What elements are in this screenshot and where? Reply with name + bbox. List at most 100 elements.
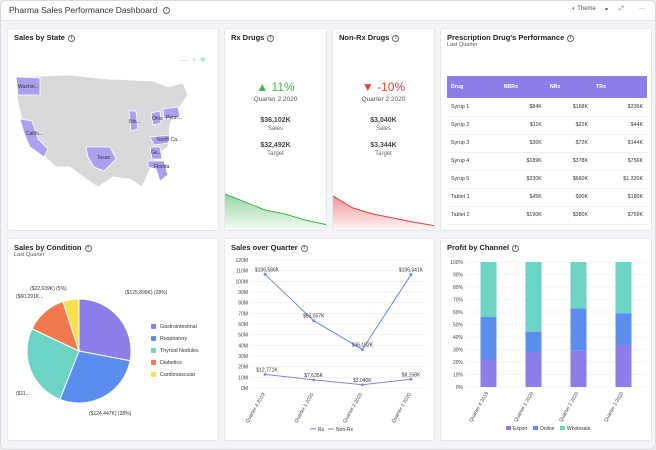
rx-target-label: Target: [267, 151, 284, 157]
column-header[interactable]: NBRx: [499, 76, 546, 98]
us-map[interactable]: [8, 29, 219, 231]
info-icon[interactable]: i: [267, 34, 275, 42]
legend-label[interactable]: Online: [540, 426, 555, 432]
legend-item[interactable]: Gastrointestinal: [151, 324, 197, 330]
value-cell: $189K: [499, 152, 546, 171]
bar-segment-online[interactable]: [615, 313, 632, 345]
legend-item[interactable]: Respiratory: [151, 336, 187, 342]
card-title: Profit by Channel i: [447, 243, 520, 252]
data-point[interactable]: [360, 383, 364, 387]
value-cell: $1,320K: [592, 170, 647, 189]
data-point[interactable]: [263, 272, 267, 276]
bar-segment-wholesale[interactable]: [570, 262, 587, 309]
legend-label: Respiratory: [160, 336, 188, 342]
state-pennsylvania[interactable]: [162, 106, 181, 120]
data-point[interactable]: [312, 319, 316, 323]
column-header[interactable]: NRx: [545, 76, 593, 98]
bar-segment-wholesale[interactable]: [525, 262, 542, 332]
link-icon[interactable]: ⚭: [604, 7, 610, 13]
value-cell: $144K: [592, 134, 647, 153]
state-washington[interactable]: [15, 76, 41, 96]
y-tick-label: 110M: [236, 269, 248, 275]
column-header[interactable]: TRx: [592, 76, 647, 98]
table-row[interactable]: Syrup 2 $11K $22K $44K: [447, 116, 647, 135]
pie-slice-cardiovascular[interactable]: [62, 298, 80, 352]
drug-cell: Tablet 3: [447, 224, 500, 230]
table-row[interactable]: Tablet 1 $45K $90K $180K: [447, 188, 647, 207]
data-point[interactable]: [263, 372, 267, 376]
info-icon[interactable]: i: [162, 7, 170, 15]
series-line-rx[interactable]: [264, 273, 412, 351]
data-label: $63,057K: [303, 314, 325, 320]
sales-by-condition-card: Sales by Condition i Last Quarter ($125,8…: [7, 238, 219, 441]
legend-item[interactable]: Diabetics: [151, 360, 182, 366]
pie-slice-respiratory[interactable]: [59, 350, 131, 404]
legend-label[interactable]: Export: [513, 426, 528, 432]
stacked-bar-chart[interactable]: 0% 10% 20% 30% 40% 50% 60% 70% 80% 90% 100% Quarter…: [441, 239, 652, 441]
info-icon[interactable]: i: [67, 34, 75, 42]
info-icon[interactable]: i: [512, 244, 520, 252]
value-cell: $90K: [545, 188, 593, 207]
bar-segment-export[interactable]: [570, 350, 587, 387]
data-label: $8,158K: [402, 372, 421, 378]
value-cell: $45K: [499, 224, 546, 230]
x-tick-label: Quarter 3 2020: [391, 392, 413, 424]
info-icon[interactable]: i: [300, 244, 308, 252]
rx-change: ▲ 11%: [256, 80, 295, 94]
data-point[interactable]: [360, 348, 364, 351]
theme-button[interactable]: ◐ Theme: [572, 6, 596, 12]
legend-item[interactable]: Thyroid Nodules: [151, 348, 199, 354]
bar-segment-online[interactable]: [480, 317, 497, 360]
line-chart[interactable]: 0M 10M 20M 30M 40M 50M 60M 70M 80M 90M 100M 110M 120…: [225, 239, 435, 441]
state-texas[interactable]: [85, 146, 117, 172]
x-tick-label: Quarter 2 2020: [558, 391, 580, 423]
info-icon[interactable]: i: [567, 34, 575, 42]
data-label: $3,040K: [353, 378, 372, 384]
y-tick-label: 30M: [238, 354, 248, 360]
state-ohio[interactable]: [150, 110, 162, 126]
column-header[interactable]: Drug: [447, 76, 500, 98]
expand-icon[interactable]: ⤢: [619, 6, 624, 12]
table-header-row: Drug NBRx NRx TRx: [447, 76, 647, 98]
table-row[interactable]: Syrup 1 $84K $168K $336K: [447, 98, 647, 117]
state-illinois[interactable]: [128, 110, 139, 132]
data-point[interactable]: [409, 273, 413, 276]
table-row[interactable]: Tablet 2 $190K $380K $759K: [447, 206, 647, 225]
state-florida[interactable]: [147, 160, 169, 182]
state-georgia[interactable]: [149, 146, 163, 160]
map-zoom-controls[interactable]: — + ✥: [181, 57, 206, 64]
legend-item[interactable]: Cardiovascular: [151, 372, 195, 378]
pie-slice-gastrointestinal[interactable]: [78, 298, 132, 362]
y-tick-label: 120M: [235, 258, 248, 264]
table-row[interactable]: Syrup 3 $36K $72K $144K: [447, 134, 647, 153]
value-cell: $759K: [592, 206, 647, 225]
bar-segment-export[interactable]: [480, 359, 497, 388]
info-icon[interactable]: i: [84, 244, 92, 252]
state-label: North Ca...: [157, 137, 182, 143]
table-row[interactable]: Syrup 5 $330K $660K $1,320K: [447, 170, 647, 189]
data-point[interactable]: [312, 378, 316, 382]
state-california[interactable]: [19, 118, 49, 158]
bar-segment-wholesale[interactable]: [480, 262, 497, 317]
table-row[interactable]: Tablet 3$45K$90K$180K: [447, 224, 647, 230]
more-icon[interactable]: ···: [639, 6, 645, 12]
bar-segment-online[interactable]: [570, 308, 587, 351]
legend-label[interactable]: Wholesale: [567, 426, 591, 432]
data-point[interactable]: [409, 377, 413, 381]
series-line-non-rx[interactable]: [264, 373, 412, 386]
state-north-carolina[interactable]: [149, 134, 171, 146]
table-row[interactable]: Syrup 4 $189K $378K $756K: [447, 152, 647, 171]
info-icon[interactable]: i: [392, 34, 400, 42]
bar-segment-export[interactable]: [615, 344, 632, 388]
legend-label[interactable]: Rx: [318, 427, 325, 433]
bar-segment-online[interactable]: [525, 332, 542, 352]
bar-segment-export[interactable]: [525, 352, 542, 387]
legend-label[interactable]: Non-Rx: [336, 427, 353, 433]
value-cell: $180K: [592, 224, 647, 230]
pie-chart[interactable]: [8, 239, 219, 441]
drug-cell: Syrup 4: [447, 152, 500, 171]
bar-segment-wholesale[interactable]: [615, 262, 632, 314]
value-cell: $380K: [545, 206, 593, 225]
pie-slice-thyroid-nodules[interactable]: [26, 328, 80, 400]
